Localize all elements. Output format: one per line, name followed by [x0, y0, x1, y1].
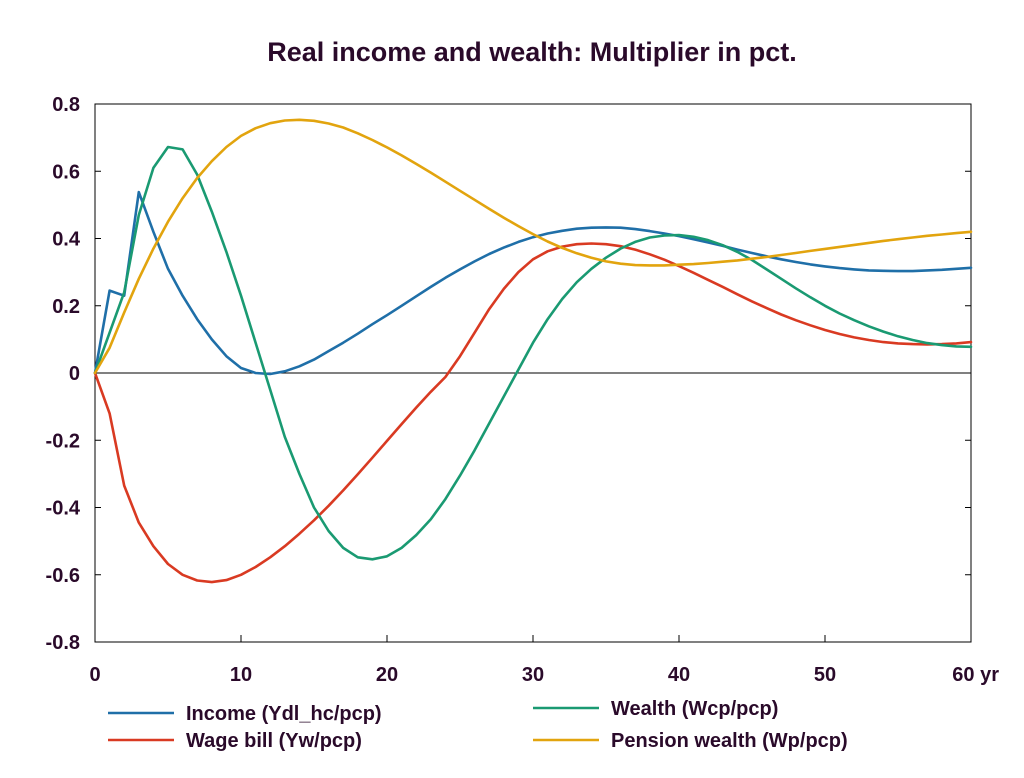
- plot-area: [94, 103, 972, 643]
- x-tick-label: 50: [814, 664, 836, 686]
- x-tick-label: 0: [89, 664, 100, 686]
- series-line-4: [93, 118, 973, 375]
- y-tick-label: 0.4: [52, 229, 81, 251]
- x-tick-label: 40: [668, 664, 690, 686]
- x-axis: 0 10 20 30 40 50 60 yr: [89, 635, 999, 686]
- legend-label: Wage bill (Yw/pcp): [186, 730, 362, 752]
- y-tick-label: 0.8: [52, 94, 80, 116]
- y-tick-label: 0.6: [52, 161, 80, 183]
- series-line-2: [93, 242, 973, 584]
- series-line-1: [93, 190, 973, 376]
- y-tick-label: -0.6: [46, 565, 80, 587]
- chart-title: Real income and wealth: Multiplier in pc…: [267, 37, 797, 67]
- y-tick-label: 0.2: [52, 296, 80, 318]
- legend-label: Wealth (Wcp/pcp): [611, 698, 778, 720]
- y-tick-label: -0.4: [46, 498, 81, 520]
- x-tick-label: 20: [376, 664, 398, 686]
- legend-label: Pension wealth (Wp/pcp): [611, 730, 848, 752]
- legend: Income (Ydl_hc/pcp) Wage bill (Yw/pcp) Wea…: [108, 698, 848, 752]
- x-tick-label: 10: [230, 664, 252, 686]
- y-tick-label: -0.8: [46, 632, 80, 654]
- series-line-3: [93, 145, 973, 561]
- y-axis: 0.8 0.6 0.4 0.2 0 -0.2 -0.4 -0.6 -0.8: [46, 94, 971, 654]
- legend-label: Income (Ydl_hc/pcp): [186, 703, 382, 725]
- y-tick-label: 0: [69, 363, 80, 385]
- series-lines: [93, 118, 973, 584]
- x-tick-label: 60 yr: [952, 664, 999, 686]
- y-tick-label: -0.2: [46, 430, 80, 452]
- x-tick-label: 30: [522, 664, 544, 686]
